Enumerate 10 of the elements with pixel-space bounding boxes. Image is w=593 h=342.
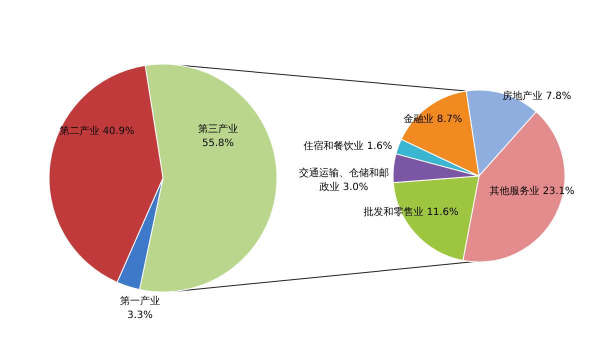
- slice-label: 第二产业 40.9%: [60, 125, 134, 137]
- slice-label: 第三产业: [198, 123, 238, 135]
- slice-label: 金融业 8.7%: [404, 113, 462, 125]
- slice-label: 住宿和餐饮业 1.6%: [304, 140, 392, 152]
- slice-label: 交通运输、仓储和邮政业 3.0%: [299, 167, 389, 193]
- data-label: 3.3%: [127, 310, 153, 321]
- slice-label: 其他服务业 23.1%: [490, 185, 574, 197]
- data-label: 55.8%: [202, 138, 234, 149]
- slice-label: 第一产业: [120, 295, 160, 307]
- slice-label: 房地产业 7.8%: [502, 90, 572, 102]
